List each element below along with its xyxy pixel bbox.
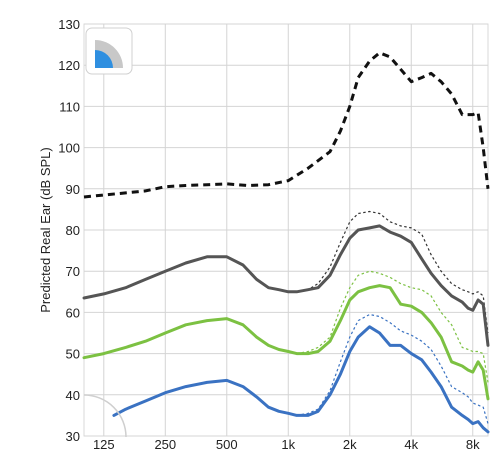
grid-lines: [84, 23, 488, 437]
series-lines: [82, 51, 490, 434]
x-tick-label: 4k: [404, 437, 418, 450]
y-tick-label: 110: [59, 99, 80, 114]
x-tick-label: 125: [93, 437, 115, 450]
y-tick-label: 70: [66, 264, 80, 279]
y-tick-label: 90: [66, 182, 80, 197]
series-line-dashed-thick: [83, 51, 490, 199]
x-tick-label: 8k: [466, 437, 480, 450]
series-line-dotted: [296, 210, 489, 334]
partial-circle-icon: [83, 394, 127, 438]
x-axis-ticks: 125 250 500 1k 2k 4k 8k: [93, 437, 480, 450]
y-tick-label: 50: [66, 347, 80, 362]
series-line-dotted: [296, 313, 489, 424]
y-tick-label: 100: [58, 141, 80, 156]
y-tick-label: 40: [66, 388, 80, 403]
y-tick-label: 80: [66, 223, 80, 238]
y-tick-label: 30: [66, 429, 80, 444]
series-line-solid: [82, 224, 490, 347]
y-axis-ticks: 30 40 50 60 70 80 90 100 110 120 130: [58, 17, 80, 444]
y-tick-label: 60: [66, 305, 80, 320]
series-line-solid: [112, 325, 490, 434]
y-tick-label: 130: [58, 17, 80, 32]
x-tick-label: 250: [154, 437, 176, 450]
series-line-solid: [82, 284, 490, 401]
y-tick-label: 120: [58, 58, 80, 73]
x-tick-label: 1k: [281, 437, 295, 450]
y-axis-label: Predicted Real Ear (dB SPL): [38, 147, 53, 312]
x-tick-label: 500: [216, 437, 238, 450]
speaker-quadrant-icon[interactable]: [85, 27, 133, 75]
x-tick-label: 2k: [343, 437, 357, 450]
